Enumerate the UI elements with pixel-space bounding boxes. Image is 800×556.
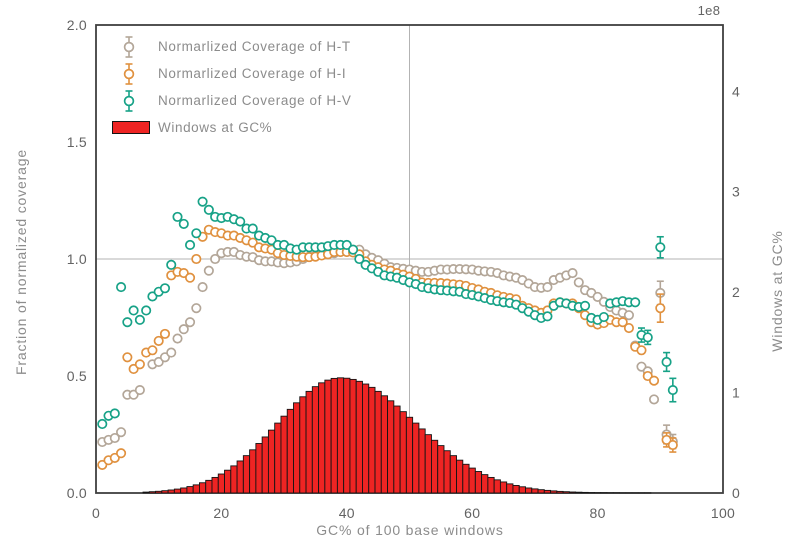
errorbar-marker-icon xyxy=(123,89,135,112)
svg-text:0: 0 xyxy=(732,485,740,501)
right-axis-exponent: 1e8 xyxy=(697,3,721,18)
svg-text:60: 60 xyxy=(464,505,480,521)
svg-text:40: 40 xyxy=(339,505,355,521)
histogram-swatch-icon xyxy=(112,121,150,134)
legend-label-windows: Windows at GC% xyxy=(158,119,273,135)
legend-label-h-t: Normarlized Coverage of H-T xyxy=(158,38,351,54)
svg-text:0: 0 xyxy=(92,505,100,521)
svg-text:80: 80 xyxy=(590,505,606,521)
svg-text:4: 4 xyxy=(732,83,740,99)
errorbar-marker-icon xyxy=(123,35,135,58)
legend-item-h-v: Normarlized Coverage of H-V xyxy=(112,87,351,114)
series-2 xyxy=(97,196,678,430)
x-axis-title: GC% of 100 base windows xyxy=(316,522,504,538)
svg-text:2.0: 2.0 xyxy=(67,17,87,33)
legend-item-h-t: Normarlized Coverage of H-T xyxy=(112,33,351,60)
svg-text:100: 100 xyxy=(711,505,735,521)
legend-item-windows: Windows at GC% xyxy=(112,114,351,141)
svg-text:3: 3 xyxy=(732,184,740,200)
legend-item-h-i: Normarlized Coverage of H-I xyxy=(112,60,351,87)
svg-text:1.0: 1.0 xyxy=(67,251,87,267)
legend-label-h-v: Normarlized Coverage of H-V xyxy=(158,92,352,108)
svg-text:20: 20 xyxy=(213,505,229,521)
svg-text:1: 1 xyxy=(732,385,740,401)
right-axis-title: Windows at GC% xyxy=(769,230,785,352)
svg-text:0.5: 0.5 xyxy=(67,368,87,384)
legend-label-h-i: Normarlized Coverage of H-I xyxy=(158,65,347,81)
histogram-bars xyxy=(142,377,652,494)
svg-text:2: 2 xyxy=(732,284,740,300)
legend: Normarlized Coverage of H-T Normarlized … xyxy=(112,33,351,141)
errorbar-marker-icon xyxy=(123,62,135,85)
svg-text:0.0: 0.0 xyxy=(67,485,87,501)
left-axis-title: Fraction of normalized coverage xyxy=(13,148,29,376)
svg-text:1.5: 1.5 xyxy=(67,134,87,150)
